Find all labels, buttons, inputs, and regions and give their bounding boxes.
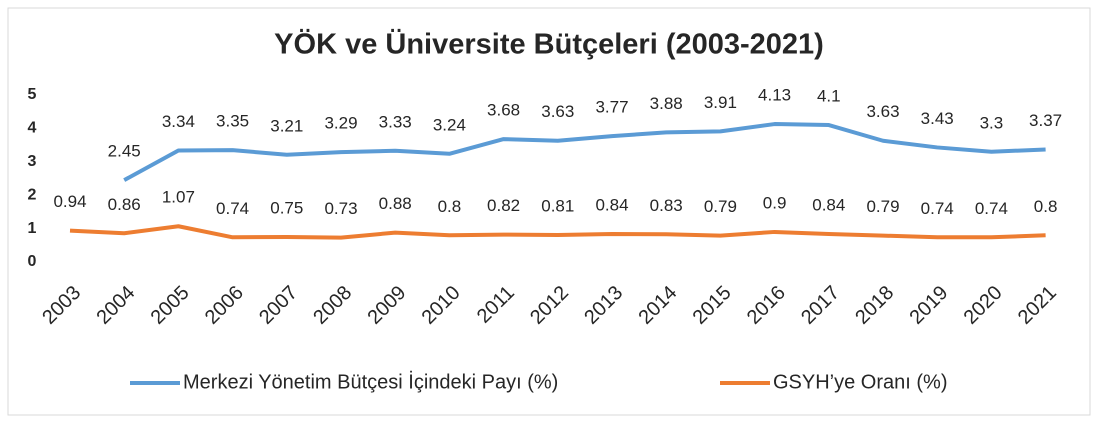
data-label: 0.94 [53, 192, 86, 211]
data-label: 1.07 [162, 188, 195, 207]
data-label: 0.79 [704, 197, 737, 216]
data-label: 3.24 [433, 115, 466, 134]
data-label: 3.3 [980, 113, 1004, 132]
data-label: 0.74 [921, 199, 954, 218]
y-tick-label: 5 [28, 86, 37, 103]
y-tick-label: 1 [28, 220, 37, 237]
data-label: 2.45 [108, 142, 141, 161]
data-label: 3.34 [162, 112, 195, 131]
data-label: 0.88 [379, 194, 412, 213]
data-label: 0.74 [975, 199, 1008, 218]
data-label: 0.83 [650, 196, 683, 215]
data-label: 3.77 [595, 98, 628, 117]
data-label: 3.33 [379, 112, 412, 131]
data-label: 4.13 [758, 86, 791, 105]
legend-label: Merkezi Yönetim Bütçesi İçindeki Payı (%… [183, 370, 558, 393]
y-tick-label: 2 [28, 186, 37, 203]
data-label: 0.81 [541, 196, 574, 215]
y-tick-label: 4 [28, 120, 37, 137]
data-label: 0.8 [1034, 197, 1058, 216]
chart-frame [7, 7, 1091, 416]
data-label: 3.91 [704, 93, 737, 112]
series-line [69, 224, 1046, 240]
data-label: 3.88 [650, 94, 683, 113]
data-label: 0.73 [324, 199, 357, 218]
chart-title: YÖK ve Üniversite Bütçeleri (2003-2021) [274, 28, 824, 61]
data-label: 0.86 [108, 195, 141, 214]
data-label: 0.75 [270, 198, 303, 217]
data-label: 0.8 [438, 197, 462, 216]
data-label: 3.35 [216, 112, 249, 131]
data-label: 3.43 [921, 109, 954, 128]
data-label: 3.37 [1029, 111, 1062, 130]
data-label: 3.68 [487, 101, 520, 120]
data-label: 4.1 [817, 87, 841, 106]
series-line [123, 122, 1046, 182]
data-label: 0.84 [595, 195, 628, 214]
data-label: 0.79 [866, 197, 899, 216]
data-label: 3.63 [541, 102, 574, 121]
legend-label: GSYH’ye Oranı (%) [773, 371, 947, 393]
data-label: 3.29 [324, 114, 357, 133]
data-label: 0.9 [763, 193, 787, 212]
data-label: 0.74 [216, 199, 249, 218]
data-label: 3.21 [270, 116, 303, 135]
data-label: 3.63 [866, 102, 899, 121]
y-tick-label: 3 [28, 153, 37, 170]
data-label: 0.84 [812, 195, 845, 214]
y-tick-label: 0 [28, 253, 37, 270]
data-label: 0.82 [487, 196, 520, 215]
